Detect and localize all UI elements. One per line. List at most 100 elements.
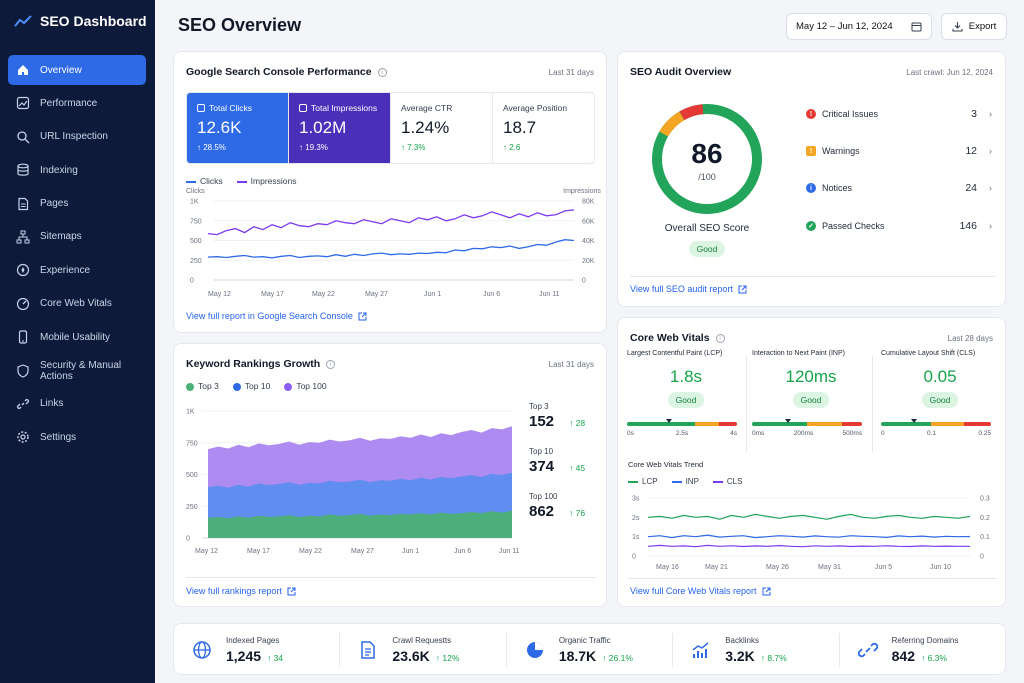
chart-icon (16, 97, 30, 110)
kpi-average-position[interactable]: Average Position 18.7 ↑ 2.6 (493, 93, 594, 163)
gsc-legend: Clicks Impressions (186, 176, 297, 186)
y-tick-label: 0 (186, 536, 190, 543)
y-tick-label: 250 (190, 258, 202, 265)
sidebar-item-settings[interactable]: Settings (8, 422, 146, 452)
seo-score-label: Overall SEO Score (664, 223, 750, 234)
x-tick-label: Jun 1 (402, 548, 419, 555)
main-content: SEO Overview May 12 – Jun 12, 2024 Expor… (155, 0, 1024, 683)
legend-cls[interactable]: CLS (712, 477, 742, 486)
vital-lcp[interactable]: Largest Contentful Paint (LCP) 1.8s Good… (627, 350, 745, 440)
kpi-value: 1.24% (401, 118, 450, 137)
x-tick-label: Jun 10 (930, 564, 951, 571)
external-link-icon (738, 285, 747, 293)
checkbox-icon[interactable] (299, 104, 307, 112)
x-tick-label: May 27 (351, 548, 374, 555)
kpi-change: ↑ 19.3% (299, 143, 328, 152)
sidebar-item-overview[interactable]: Overview (8, 55, 146, 85)
sidebar-item-sitemaps[interactable]: Sitemaps (8, 222, 146, 252)
stat-crawl-requests[interactable]: Crawl Requestts 23.6K ↑ 12% (340, 633, 507, 667)
sidebar-item-label: URL Inspection (40, 131, 108, 143)
legend-lcp[interactable]: LCP (628, 477, 658, 486)
sidebar-item-pages[interactable]: Pages (8, 189, 146, 219)
cwv-full-report-link[interactable]: View full Core Web Vitals report (630, 586, 771, 596)
stat-backlinks[interactable]: Backlinks 3.2K ↑ 8.7% (673, 633, 840, 667)
x-tick-label: May 21 (705, 564, 728, 571)
vital-label: Cumulative Layout Shift (CLS) (881, 350, 976, 357)
chevron-right-icon: › (989, 109, 992, 119)
audit-row-passed[interactable]: ✓ Passed Checks 146 › (806, 216, 992, 236)
y-tick-label: 3s (632, 496, 640, 503)
checkbox-icon[interactable] (197, 104, 205, 112)
cwv-card-title: Core Web Vitals i (630, 332, 725, 344)
sidebar-item-label: Core Web Vitals (40, 298, 112, 310)
gauge-tick: 4s (730, 430, 737, 437)
rankings-card-title: Keyword Rankings Growth i (186, 358, 336, 370)
audit-row-warnings[interactable]: ! Warnings 12 › (806, 141, 992, 161)
legend-inp[interactable]: INP (671, 477, 699, 486)
sidebar-item-url-inspection[interactable]: URL Inspection (8, 122, 146, 152)
stat-label: Crawl Requestts (392, 636, 452, 645)
stat-referring-domains[interactable]: Referring Domains 842 ↑ 6.3% (840, 633, 1005, 667)
gsc-full-report-link[interactable]: View full report in Google Search Consol… (186, 311, 367, 321)
series-line-impressions (207, 209, 575, 236)
sidebar-item-label: Links (40, 398, 64, 410)
sidebar-item-security[interactable]: Security & Manual Actions (8, 356, 146, 386)
legend-impressions[interactable]: Impressions (236, 176, 297, 186)
rank-top3-summary: Top 3 152 ↑ 28 (529, 402, 586, 430)
legend-top100[interactable]: Top 100 (284, 381, 327, 391)
vital-gauge-marker (911, 419, 917, 423)
kpi-value: 18.7 (503, 118, 537, 137)
link-icon (16, 398, 30, 410)
app-title: SEO Dashboard (40, 13, 147, 29)
sidebar-item-performance[interactable]: Performance (8, 88, 146, 118)
sidebar-item-core-web-vitals[interactable]: Core Web Vitals (8, 289, 146, 319)
kpi-change: ↑ 2.6 (503, 143, 521, 152)
kpi-label: Average Position (503, 103, 568, 113)
audit-row-critical[interactable]: ! Critical Issues 3 › (806, 104, 992, 124)
kpi-total-impressions[interactable]: Total Impressions 1.02M ↑ 19.3% (289, 93, 391, 163)
chevron-right-icon: › (989, 146, 992, 156)
vital-cls[interactable]: Cumulative Layout Shift (CLS) 0.05 Good … (881, 350, 999, 440)
kpi-value: 12.6K (197, 118, 242, 137)
sidebar: SEO Dashboard Overview Performance URL I… (0, 0, 155, 683)
x-tick-label: Jun 1 (424, 291, 441, 298)
vital-gauge (627, 422, 737, 426)
sidebar-item-experience[interactable]: Experience (8, 255, 146, 285)
export-button[interactable]: Export (941, 13, 1007, 40)
rankings-full-report-link[interactable]: View full rankings report (186, 586, 296, 596)
info-icon[interactable]: i (377, 67, 387, 77)
legend-top3[interactable]: Top 3 (186, 381, 219, 391)
series-line-lcp (647, 513, 971, 520)
legend-clicks[interactable]: Clicks (186, 176, 223, 186)
kpi-average-ctr[interactable]: Average CTR 1.24% ↑ 7.3% (391, 93, 493, 163)
date-range-picker[interactable]: May 12 – Jun 12, 2024 (786, 13, 932, 40)
kpi-total-clicks[interactable]: Total Clicks 12.6K ↑ 28.5% (187, 93, 289, 163)
x-tick-label: Jun 6 (454, 548, 471, 555)
y-tick-label: 750 (190, 218, 202, 225)
stat-organic-traffic[interactable]: Organic Traffic 18.7K ↑ 26.1% (507, 633, 674, 667)
sidebar-item-links[interactable]: Links (8, 389, 146, 419)
core-web-vitals-card: Core Web Vitals i Last 28 days Largest C… (617, 317, 1006, 607)
stat-value: 23.6K (392, 648, 430, 664)
info-icon[interactable]: i (326, 359, 336, 369)
sidebar-item-mobile-usability[interactable]: Mobile Usability (8, 322, 146, 352)
cwv-card-meta: Last 28 days (947, 334, 993, 343)
legend-top10[interactable]: Top 10 (232, 381, 270, 391)
sidebar-item-indexing[interactable]: Indexing (8, 155, 146, 185)
vital-badge: Good (921, 392, 959, 408)
info-icon[interactable]: i (715, 333, 725, 343)
stat-indexed-pages[interactable]: Indexed Pages 1,245 ↑ 34 (174, 633, 341, 667)
vital-inp[interactable]: Interaction to Next Paint (INP) 120ms Go… (752, 350, 870, 440)
audit-row-notices[interactable]: i Notices 24 › (806, 178, 992, 198)
rankings-card-meta: Last 31 days (548, 360, 594, 369)
check-icon: ✓ (806, 221, 816, 231)
x-tick-label: May 17 (247, 548, 270, 555)
link-icon (857, 642, 878, 658)
brand[interactable]: SEO Dashboard (14, 13, 147, 29)
audit-full-report-link[interactable]: View full SEO audit report (630, 284, 747, 294)
sidebar-item-label: Performance (40, 97, 98, 109)
gsc-performance-card: Google Search Console Performance i Last… (173, 51, 607, 333)
sidebar-item-label: Experience (40, 264, 91, 276)
external-link-icon (287, 587, 296, 595)
series-line-clicks (207, 239, 575, 259)
